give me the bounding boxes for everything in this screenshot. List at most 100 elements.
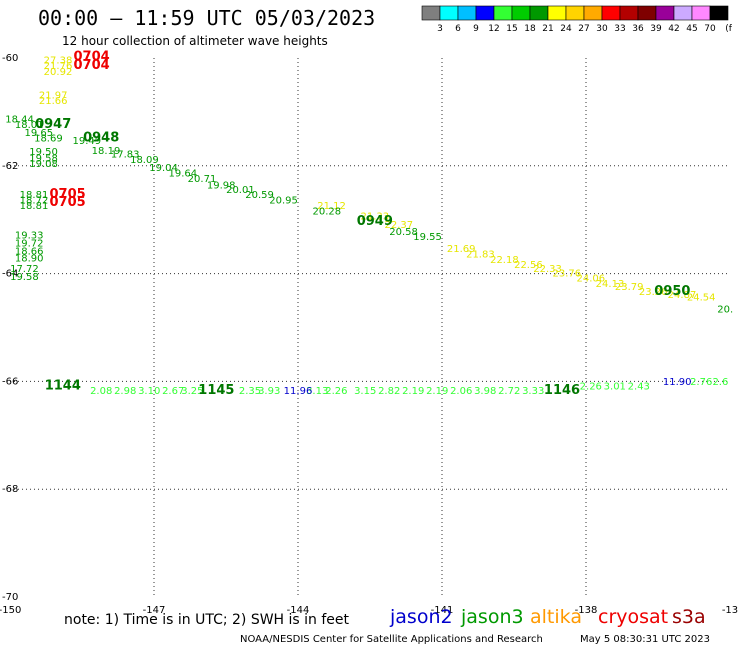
wave-height-value: 2.26 [325,386,347,397]
wave-height-value: 2.19 [402,386,424,397]
wave-height-value: 11.96 [284,386,313,397]
lon-tick-label: -13 [722,605,738,616]
wave-height-value: 18.19 [92,146,121,157]
legend-altika: altika [530,606,582,628]
wave-height-value: 20.71 [188,174,217,185]
map-subtitle: 12 hour collection of altimeter wave hei… [62,34,328,48]
colorbar-label: 18 [524,24,536,34]
wave-height-value: 18.81 [20,190,49,201]
colorbar-label: 12 [488,24,499,34]
colorbar-label: 39 [650,24,662,34]
colorbar-label: 24 [560,24,572,34]
colorbar-label: 21 [542,24,553,34]
wave-height-value: 3.10 [138,386,160,397]
wave-height-value: 2.98 [114,386,136,397]
wave-height-value: 20.58 [389,227,418,238]
legend-jason3: jason3 [461,606,524,628]
wave-height-value: 3.15 [354,386,376,397]
lon-tick-label: -144 [287,605,310,616]
wave-height-value: 18.66 [15,247,44,258]
wave-height-value: 20.92 [44,67,73,78]
wave-height-value: 21.76 [44,61,73,72]
wave-height-value: 27.38 [44,55,73,66]
wave-height-value: 21.83 [466,249,495,260]
wave-height-value: 24.06 [576,274,605,285]
lat-tick-label: -62 [2,161,18,172]
wave-height-value: 18.01 [15,120,44,131]
map-title: 00:00 – 11:59 UTC 05/03/2023 [38,6,376,30]
lat-tick-label: -70 [2,592,18,603]
wave-height-value: 24.54 [687,293,716,304]
pass-time-label: 0950 [654,284,690,299]
wave-height-value: 19.64 [168,169,197,180]
wave-height-value: 23.76 [552,268,581,279]
wave-height-value: 20.28 [312,206,341,217]
wave-height-value: 18.44 [5,115,34,126]
wave-height-value: 23.79 [615,282,644,293]
wave-height-value: 18.72 [20,196,49,207]
wave-height-value: 19.58 [10,272,39,283]
wave-height-value: 21.12 [317,201,346,212]
lon-tick-label: -150 [0,605,21,616]
colorbar-label: 42 [668,24,679,34]
wave-height-value: 19.65 [24,128,53,139]
lat-tick-label: -66 [2,376,18,387]
wave-height-value: 21.33 [360,212,389,223]
colorbar-label: 9 [473,24,479,34]
wave-height-value: 20.95 [269,196,298,207]
wave-height-value: 19.50 [29,147,58,158]
colorbar-label: 33 [614,24,625,34]
wave-height-value: 24.13 [596,279,625,290]
wave-height-value: 19.49 [72,136,101,147]
wave-height-value: 2.35 [239,386,261,397]
colorbar-label: 30 [596,24,608,34]
wave-height-value: 3.13 [306,386,328,397]
wave-height-value: 2.06 [450,386,472,397]
wave-height-value: 21.69 [447,244,476,255]
pass-time-label: 0704 [74,50,110,65]
wave-height-value: 17.72 [10,264,39,275]
wave-height-value: 17.83 [111,150,140,161]
wave-height-value: 3.01 [604,381,626,392]
wave-height-value: 18.90 [15,254,44,265]
pass-time-label: 1146 [544,383,580,398]
colorbar-unit: (ft) [725,24,732,34]
wave-height-value: 2.08 [90,386,112,397]
colorbar-label: 70 [704,24,716,34]
wave-height-value: 3.98 [474,386,496,397]
wave-height-value: 19.58 [29,153,58,164]
wave-height-value: 19.33 [15,231,44,242]
legend-cryosat: cryosat [598,606,669,628]
wave-height-value: 20.59 [245,190,274,201]
wave-height-value: 22.33 [533,264,562,275]
pass-time-label: 0705 [50,187,86,202]
legend-s3a: s3a [672,606,706,628]
pass-time-label: 0704 [74,58,110,73]
wave-height-value: 21.97 [39,90,68,101]
wave-height-value: 2.26 [580,381,602,392]
wave-height-value: 22.37 [384,220,413,231]
wave-height-value: 24.87 [668,290,697,301]
colorbar-swatch [709,5,729,21]
colorbar-label: 3 [437,24,443,34]
pass-time-label: 1145 [198,383,234,398]
lat-tick-label: -64 [2,269,18,280]
pass-time-label: 0949 [357,214,393,229]
colorbar-label: 6 [455,24,461,34]
pass-time-label: 0948 [83,131,119,146]
lon-tick-label: -138 [575,605,598,616]
wave-height-value: 20.01 [226,185,255,196]
wave-height-value: 22.18 [490,255,519,266]
wave-height-value: 3.93 [258,386,280,397]
pass-time-label: 0947 [35,117,71,132]
lat-tick-label: -60 [2,53,18,64]
colorbar-label: 27 [578,24,589,34]
wave-height-value: 2.43 [628,381,650,392]
wave-height-value: 19.04 [149,163,178,174]
wave-height-value: 19.72 [15,239,44,250]
colorbar-label: 15 [506,24,517,34]
wave-height-value: 18.69 [34,134,63,145]
lon-tick-label: -147 [143,605,166,616]
